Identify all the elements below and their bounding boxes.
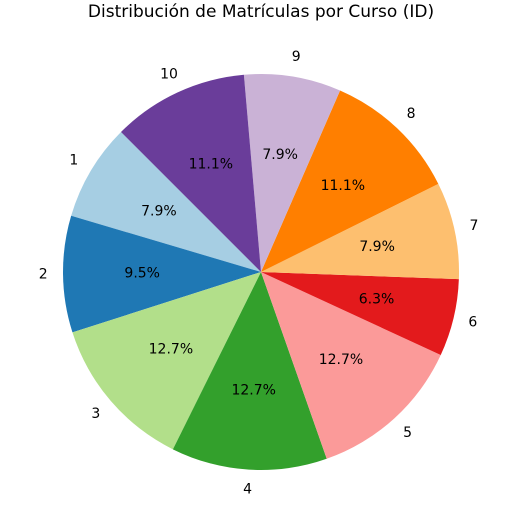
- slice-label-5: 5: [403, 425, 412, 441]
- pie-slice-8: [261, 90, 439, 272]
- pct-label-7: 7.9%: [359, 239, 395, 255]
- slice-label-7: 7: [469, 218, 478, 234]
- pie-slice-5: [261, 272, 441, 459]
- pie-slice-1: [71, 131, 261, 272]
- slice-label-3: 3: [91, 406, 100, 422]
- pie-slice-7: [261, 183, 459, 280]
- pct-label-8: 11.1%: [321, 178, 365, 194]
- pie-slice-10: [120, 74, 261, 272]
- pct-label-6: 6.3%: [359, 292, 395, 308]
- slice-label-4: 4: [243, 481, 252, 497]
- pct-label-3: 12.7%: [149, 341, 193, 357]
- pie-slice-4: [172, 272, 327, 470]
- pct-label-4: 12.7%: [231, 383, 275, 399]
- pie-slices: [63, 73, 459, 470]
- slice-label-10: 10: [160, 67, 178, 83]
- pct-label-10: 11.1%: [189, 156, 233, 172]
- pct-label-2: 9.5%: [124, 265, 160, 281]
- slice-label-6: 6: [468, 315, 477, 331]
- slice-label-9: 9: [292, 49, 301, 65]
- pct-label-5: 12.7%: [319, 352, 363, 368]
- pct-label-1: 7.9%: [141, 203, 177, 219]
- slice-label-8: 8: [407, 106, 416, 122]
- pie-labels: 7.9% 1 9.5% 2 12.7% 3 12.7% 4 12.7% 5 6.3% 6 7.9% 7 11…: [39, 49, 479, 497]
- pie-slice-6: [261, 272, 459, 356]
- pie-slice-3: [72, 272, 261, 450]
- slice-label-1: 1: [69, 153, 78, 169]
- pie-slice-9: [243, 73, 341, 272]
- pie-slice-2: [63, 215, 262, 333]
- slice-label-2: 2: [39, 266, 48, 282]
- pct-label-9: 7.9%: [262, 147, 298, 163]
- chart-title: Distribución de Matrículas por Curso (ID…: [88, 2, 434, 22]
